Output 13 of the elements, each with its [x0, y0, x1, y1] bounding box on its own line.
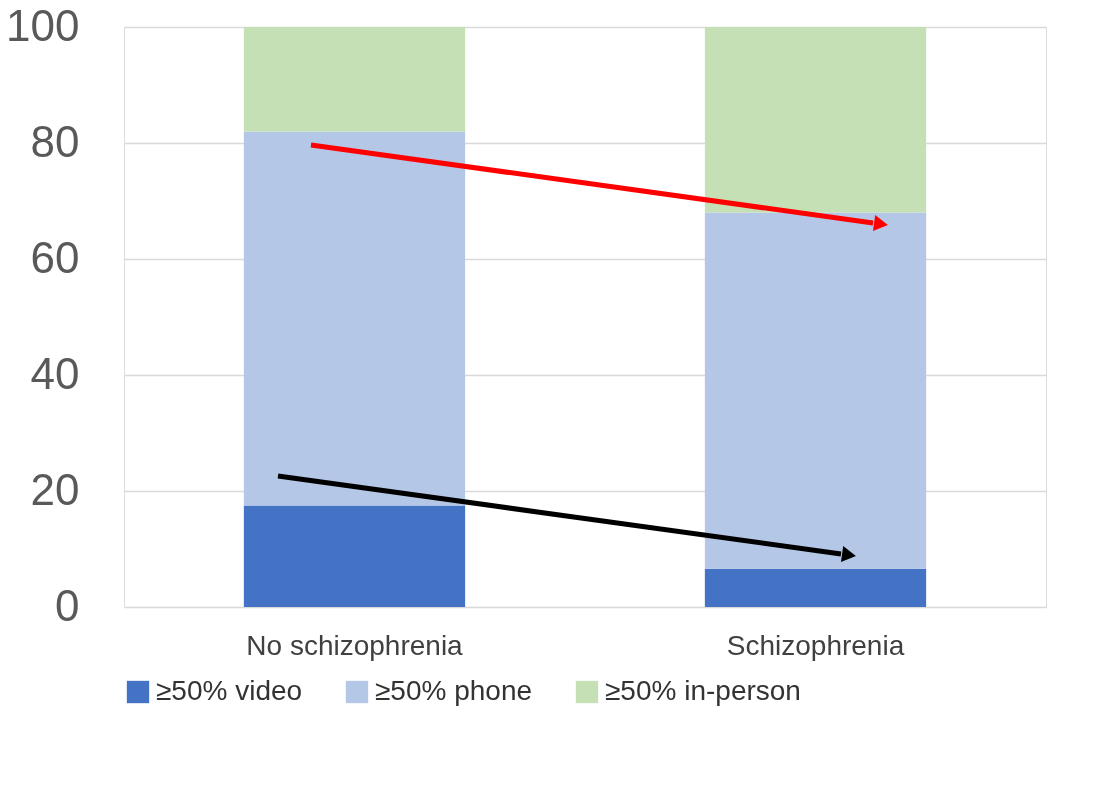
- y-tick-label: 100: [6, 0, 80, 50]
- bar: [704, 568, 927, 607]
- legend-label: ≥50% in-person: [605, 675, 801, 706]
- y-tick-label: 60: [30, 232, 80, 282]
- y-tick-label: 20: [30, 464, 80, 514]
- bar: [243, 27, 466, 132]
- legend-label: ≥50% video: [156, 675, 303, 706]
- y-tick-label: 80: [30, 116, 80, 166]
- x-tick-label: Schizophrenia: [726, 629, 905, 661]
- y-tick-label: 0: [55, 580, 80, 630]
- legend-label: ≥50% phone: [375, 675, 533, 706]
- x-tick-label: No schizophrenia: [246, 629, 464, 661]
- y-tick-label: 40: [30, 348, 80, 398]
